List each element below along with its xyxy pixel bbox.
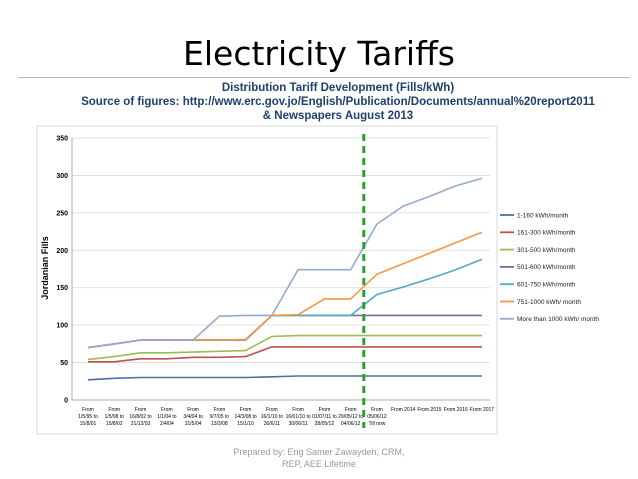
x-tick-label: From 2015 [417,407,441,413]
x-tick-label-line: 15/8/02 [106,421,123,427]
x-tick-label-line: From [371,407,383,413]
series-line-7 [87,177,483,349]
x-tick-label-line: From [319,407,331,413]
y-tick-label: 0 [64,398,68,405]
x-tick-label-line: From [266,407,278,413]
legend-label: 601-750 kWh/month [517,282,576,289]
x-tick-label-line: From [82,407,94,413]
y-tick-label: 50 [60,360,68,367]
x-tick-label: From 16/01/10 to 30/06/11 [286,407,311,427]
x-tick-label-line: Till now [369,421,386,427]
legend-label: 1-160 kWh/month [517,212,569,219]
x-tick-label-line: 01/07/11 to [312,414,337,420]
y-tick-label: 350 [56,136,68,143]
title-divider [18,77,630,78]
x-tick-label-line: 3/4/04 to [183,414,203,420]
y-axis-label: Jordanian Fills [40,236,50,300]
x-tick-label-line: 1/5/98 to [105,414,125,420]
series-line-4 [87,314,482,349]
x-tick-label-line: 15/1/10 [237,421,254,427]
x-tick-label-line: From [161,407,173,413]
legend: 1-160 kWh/month 161-300 kWh/month 301-500 … [500,212,599,323]
x-tick-label: From 29/05/12 to 04/06/12 [338,407,363,427]
x-tick-label-line: 30/06/11 [289,421,308,427]
x-tick-label: From 05/06/12 Till now [367,407,387,427]
legend-label: 501-600 kWh/month [517,264,576,271]
y-tick-label: 250 [56,210,68,217]
chart-title: Distribution Tariff Development (Fills/k… [221,82,455,94]
x-tick-label-line: 31/12/03 [131,421,151,427]
chart-source-note: & Newspapers August 2013 [262,110,414,122]
footer-line-2: REP, AEE Lifetime [282,459,356,469]
x-tick-label: From 2014 [391,407,415,413]
x-tick-label: From 01/07/11 to 28/05/12 [312,407,337,427]
x-tick-label-line: From [108,407,120,413]
footer-line-1: Prepared by: Eng Samer Zawaydeh, CRM, [233,447,405,457]
y-tick-label: 200 [56,248,68,255]
x-tick-label-line: 04/06/12 [341,421,361,427]
x-tick-label-line: From 2015 [417,407,441,413]
x-tick-label-line: 1/5/95 to [78,414,98,420]
x-tick-label-line: From 2017 [470,407,494,413]
x-tick-label-line: From [135,407,147,413]
x-tick-label-line: 15/8/01 [80,421,97,427]
legend-label: 751-1000 kWh/ month [517,299,581,306]
legend-label: 301-500 kWh/month [517,247,576,254]
x-tick-label-line: 1/1/04 to [157,414,177,420]
x-tick-label: From 2017 [470,407,494,413]
x-tick-label-line: From [345,407,357,413]
x-tick-label-line: 31/5/04 [185,421,202,427]
slide-title: Electricity Tariffs [183,34,455,73]
x-tick-label-line: 16/1/10 to [261,414,283,420]
x-tick-label-line: 9/7/05 to [210,414,230,420]
x-tick-label-line: From [187,407,199,413]
series-lines [87,177,483,381]
footer: Prepared by: Eng Samer Zawaydeh, CRM, RE… [200,446,438,470]
gridlines [72,137,490,401]
series-line-5 [87,258,483,349]
x-tick-label: From 9/7/05 to 13/3/08 [210,407,230,427]
x-tick-label-line: From [240,407,252,413]
series-line-6 [87,231,483,349]
plot-border [36,125,498,435]
x-tick-label: From 14/3/08 to 15/1/10 [234,407,256,427]
chart-source: Source of figures: http://www.erc.gov.jo… [81,96,595,108]
x-tick-label-line: From 2014 [391,407,415,413]
x-tick-label: From 16/1/10 to 30/6/11 [261,407,283,427]
series-line-2 [88,346,482,363]
x-tick-label-line: 2/4/04 [160,421,174,427]
x-tick-label: From 3/4/04 to 31/5/04 [183,407,203,427]
x-tick-label: From 1/5/95 to 15/8/01 [78,407,98,427]
y-tick-label: 150 [56,285,68,292]
x-tick-label-line: 16/01/10 to [286,414,311,420]
y-tick-label: 100 [56,323,68,330]
series-line-1 [87,375,482,381]
x-tick-label-line: 29/05/12 to [338,414,363,420]
y-axis: 0 50 100 150 200 250 300 350 [56,136,490,405]
x-tick-label-line: 14/3/08 to [234,414,256,420]
legend-label: More than 1000 kWh/ month [517,316,599,323]
series-line-3 [87,334,482,361]
x-tick-label-line: 13/3/08 [211,421,228,427]
x-tick-label-line: From [213,407,225,413]
x-tick-label-line: From 2016 [444,407,468,413]
x-tick-label-line: 30/6/11 [264,421,281,427]
legend-label: 161-300 kWh/month [517,230,576,237]
x-tick-label-line: From [292,407,304,413]
x-tick-label: From 16/8/02 to 31/12/03 [129,407,151,427]
x-tick-label-line: 16/8/02 to [129,414,151,420]
x-tick-label: From 2016 [444,407,468,413]
y-tick-label: 300 [56,173,68,180]
x-tick-label-line: 28/05/12 [315,421,335,427]
x-tick-label: From 1/5/98 to 15/8/02 [105,407,125,427]
x-tick-label-line: 05/06/12 [367,414,387,420]
x-tick-label: From 1/1/04 to 2/4/04 [157,407,177,427]
